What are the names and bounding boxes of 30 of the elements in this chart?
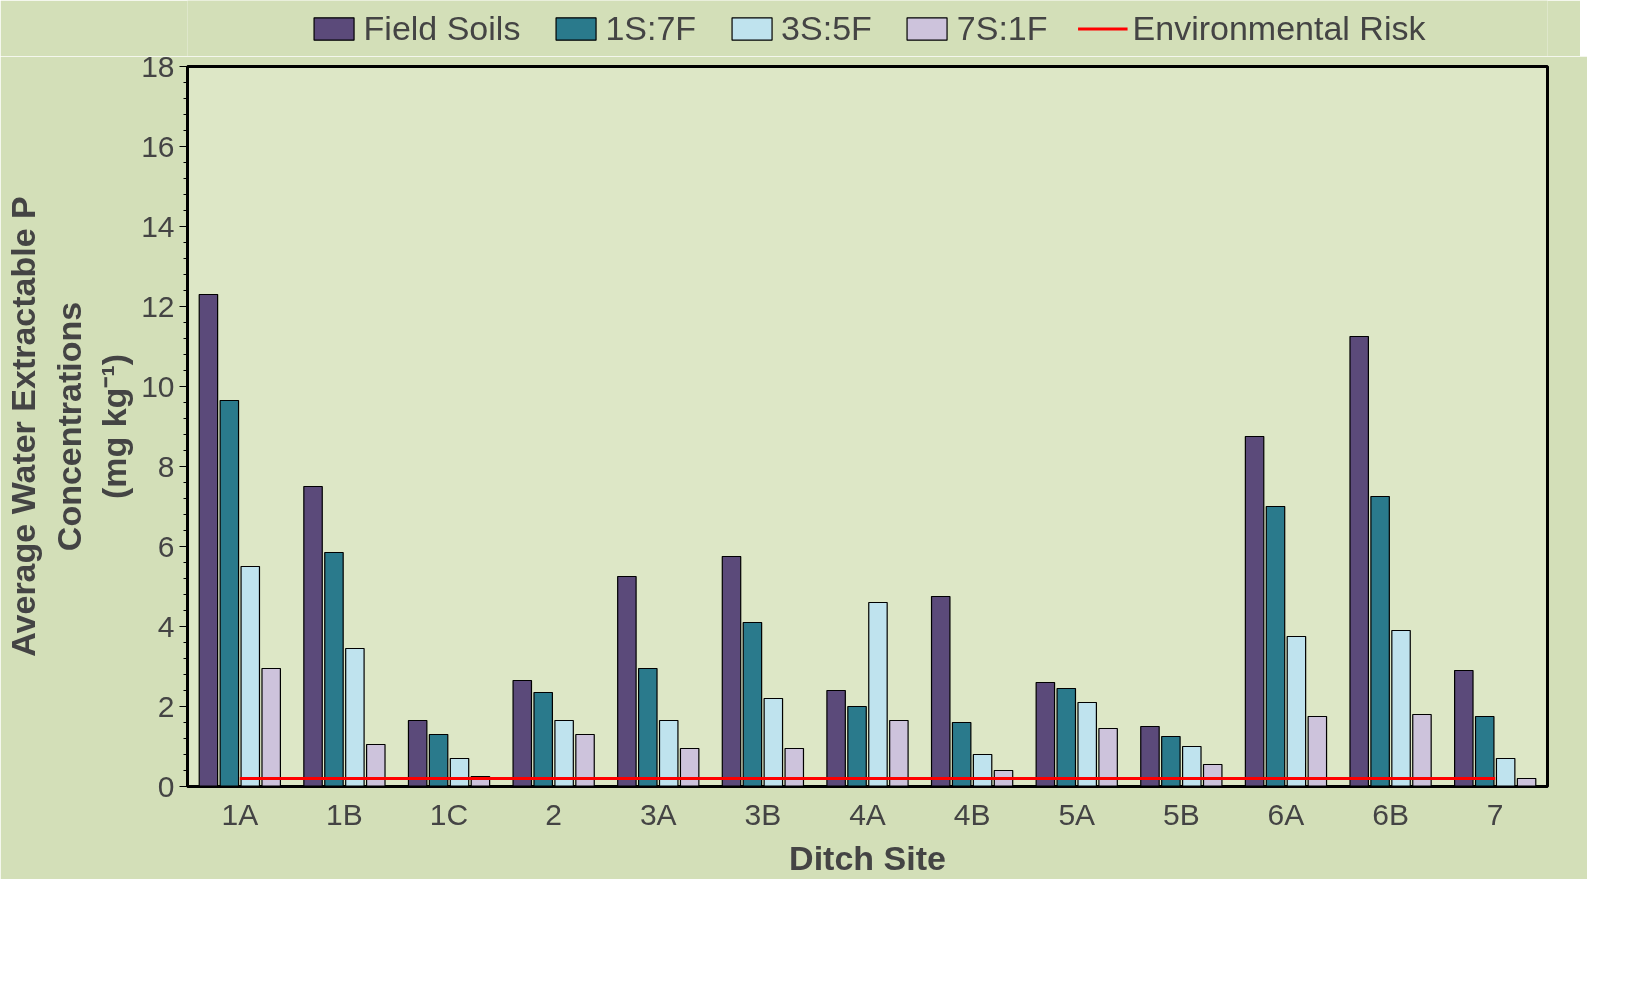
x-tick-label: 5B [1163,797,1200,831]
x-tick-label: 2 [545,797,562,831]
x-tick-label: 6B [1372,797,1409,831]
x-tick-label: 1A [221,797,259,831]
y-tick-label: 10 [141,369,175,403]
x-tick-label: 6A [1267,797,1305,831]
x-tick-label: 4A [849,797,886,831]
y-tick-label: 16 [141,129,175,163]
legend-label: 7S:1F [956,8,1048,48]
x-axis-title: Ditch Site [789,838,946,877]
x-tick-label: 1C [429,797,469,831]
y-tick-label: 12 [141,289,175,323]
x-tick-label: 4B [953,797,991,831]
x-tick-label: 3B [744,797,782,831]
y-tick-label: 6 [157,529,175,563]
legend-label: Environmental Risk [1132,8,1426,48]
y-tick-label: 14 [141,209,175,243]
x-tick-label: 5A [1058,797,1096,831]
x-tick-label: 1B [326,797,363,831]
y-tick-label: 4 [157,609,175,643]
x-tick-label: 3A [639,797,677,831]
legend-label: 3S:5F [781,8,872,48]
legend-label: 1S:7F [605,8,697,48]
y-tick-label: 8 [157,449,175,483]
y-tick-label: 2 [157,689,175,723]
y-axis-title: Average Water Extractable P Concentrations (mg kg⁻¹) [3,196,134,657]
y-tick-label: 18 [141,49,175,83]
x-tick-label: 7 [1486,797,1504,831]
legend-label: Field Soils [363,8,521,48]
y-tick-label: 0 [157,769,175,803]
